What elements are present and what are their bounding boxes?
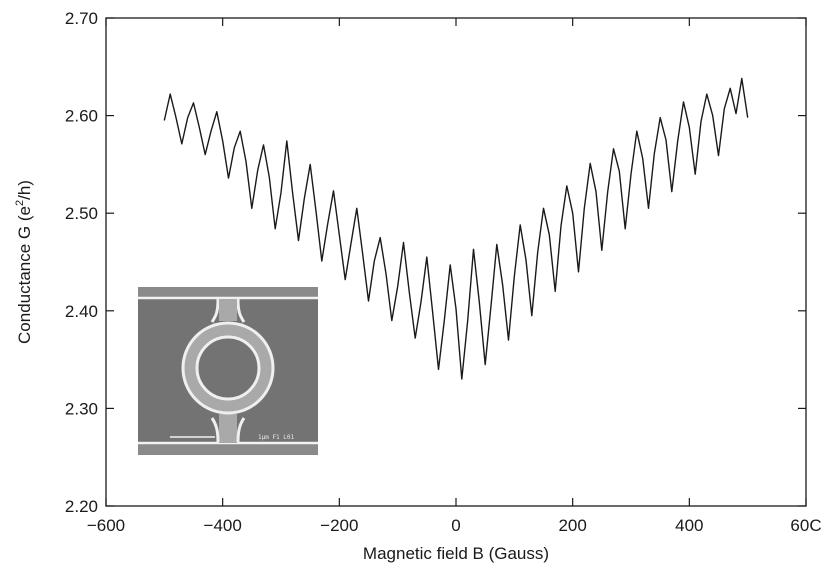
x-tick-label: −400 [204,516,242,535]
x-tick-label: −200 [320,516,358,535]
y-axis-label: Conductance G (e2/h) [14,180,34,344]
y-tick-label: 2.40 [65,302,98,321]
y-axis-label-tail: /h) [15,180,34,200]
x-tick-label: 200 [558,516,586,535]
y-tick-label: 2.30 [65,399,98,418]
x-tick-label: −600 [87,516,125,535]
y-axis-ticks: 2.20 2.30 2.40 2.50 2.60 2.70 [65,9,806,516]
y-tick-label: 2.50 [65,204,98,223]
x-axis-label: Magnetic field B (Gauss) [363,544,549,563]
x-tick-label: 60C [790,516,821,535]
inset-scale-text: 1µm F1 L01 [258,434,295,441]
y-tick-label: 2.60 [65,107,98,126]
x-tick-label: 400 [675,516,703,535]
y-axis-label-sup: 2 [14,200,26,206]
y-tick-label: 2.70 [65,9,98,28]
x-tick-label: 0 [451,516,460,535]
y-axis-label-main: Conductance G (e [15,206,34,344]
inset-sem-image: 1µm F1 L01 [138,287,318,455]
y-tick-label: 2.20 [65,497,98,516]
x-axis-ticks: −600 −400 −200 0 200 400 60C [87,18,822,535]
conductance-series-line [163,77,749,380]
